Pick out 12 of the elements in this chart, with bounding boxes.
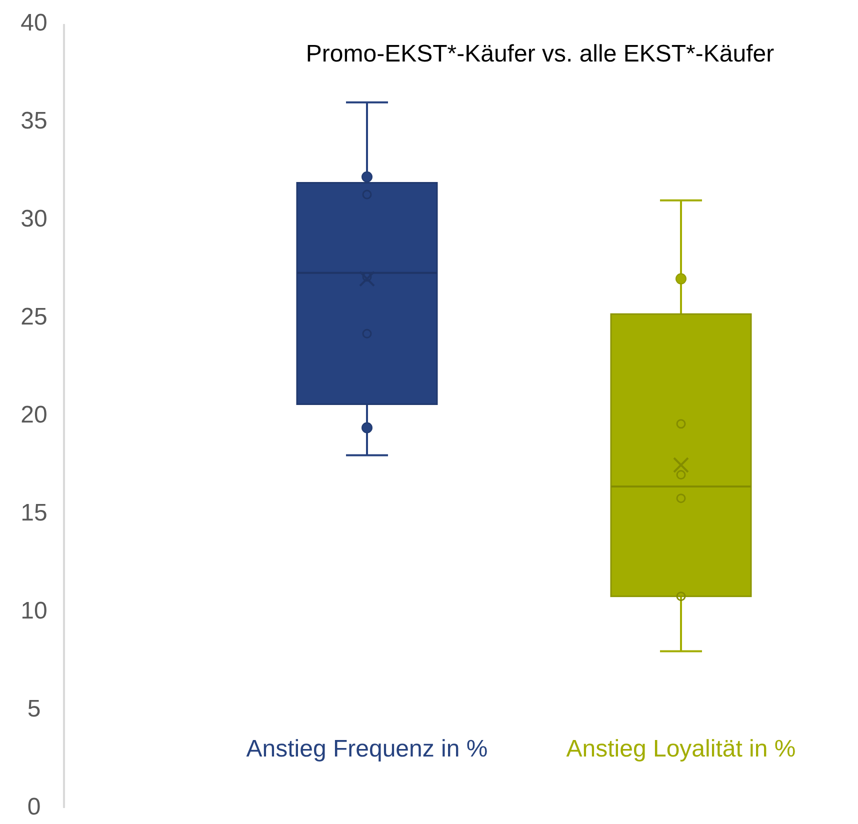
y-tick-label: 15 bbox=[20, 499, 48, 526]
x-tick-label: Anstieg Frequenz in % bbox=[246, 735, 488, 762]
text: Promo-EKST*-Käufer vs. alle EKST*-Käufer bbox=[306, 40, 774, 68]
y-tick-label: 30 bbox=[20, 205, 48, 232]
y-tick-label: 35 bbox=[20, 107, 48, 134]
y-tick-label: 10 bbox=[20, 597, 48, 624]
y-tick-label: 25 bbox=[20, 303, 48, 330]
y-tick-label: 5 bbox=[27, 695, 41, 722]
y-tick-label: 20 bbox=[20, 401, 48, 428]
y-tick-label: 0 bbox=[27, 793, 41, 820]
x-tick-label: Anstieg Loyalität in % bbox=[566, 735, 796, 762]
y-tick-label: 40 bbox=[20, 9, 48, 36]
